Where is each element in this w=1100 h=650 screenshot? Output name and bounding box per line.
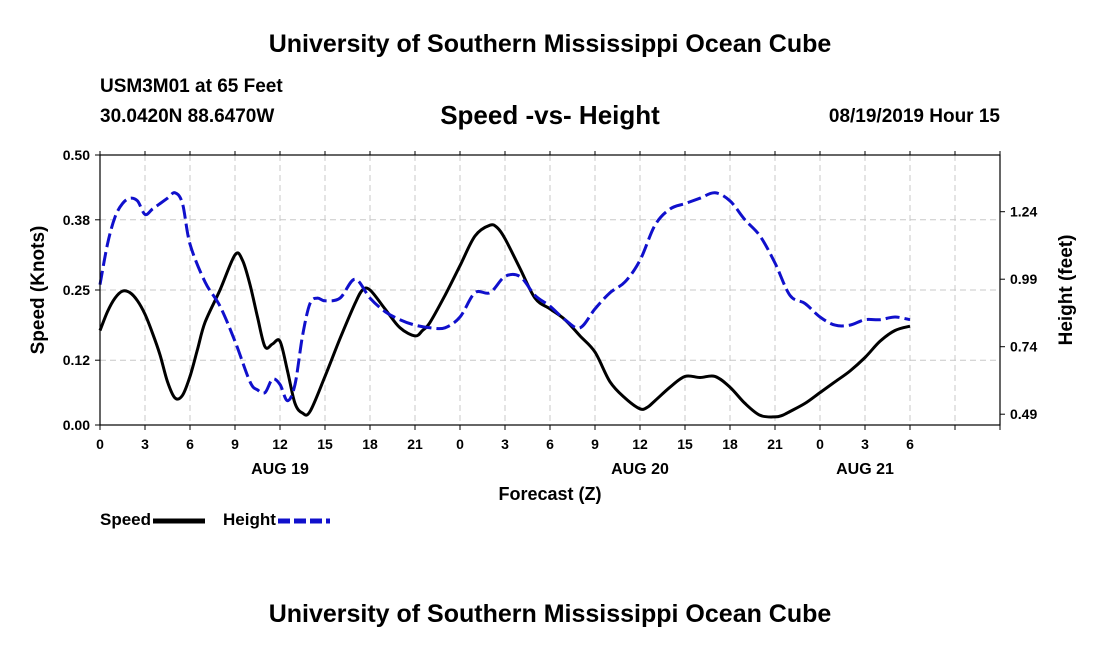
chart-title: Speed -vs- Height (440, 100, 660, 130)
x-tick-label: 12 (272, 436, 288, 452)
report-footer-title: University of Southern Mississippi Ocean… (268, 600, 832, 628)
legend-speed-label: Speed (100, 510, 152, 529)
legend-speed-swatch (153, 518, 206, 524)
x-tick-label: 9 (231, 436, 239, 452)
y-tick-label: 0.38 (63, 212, 90, 228)
legend-height-label: Height (223, 510, 276, 529)
y-tick-label: 0.12 (63, 352, 90, 368)
x-tick-label: 3 (501, 436, 509, 452)
x-tick-label: 9 (591, 436, 599, 452)
x-tick-label: 21 (407, 436, 423, 452)
grid-lines (100, 155, 1000, 425)
x-tick-label: 6 (546, 436, 554, 452)
x-tick-label: 15 (677, 436, 693, 452)
legend-height-swatch (277, 518, 330, 524)
x-tick-label: 18 (362, 436, 378, 452)
date-hour-label: 08/19/2019 Hour 15 (828, 106, 1000, 127)
legend: Speed Height (100, 510, 332, 530)
station-label: USM3M01 at 65 Feet (100, 76, 283, 97)
x-tick-label: 0 (816, 436, 824, 452)
x-tick-label: 3 (861, 436, 869, 452)
x-tick-label: 6 (906, 436, 914, 452)
x-tick-label: 21 (767, 436, 783, 452)
date-label: AUG 19 (251, 461, 309, 478)
series-group (98, 191, 911, 419)
coordinates-label: 30.0420N 88.6470W (100, 106, 275, 127)
y2-tick-label: 0.99 (1010, 271, 1037, 287)
x-tick-label: 15 (317, 436, 333, 452)
y2-tick-label: 0.49 (1010, 406, 1037, 422)
x-tick-label: 18 (722, 436, 738, 452)
y-tick-label: 0.00 (63, 417, 90, 433)
x-tick-label: 12 (632, 436, 648, 452)
y-axis-title: Speed (Knots) (28, 226, 49, 355)
date-label: AUG 21 (836, 461, 894, 478)
x-tick-label: 6 (186, 436, 194, 452)
axes-group: 0 3 6 9 12 15 18 21 0 3 6 9 12 15 18 21 0 3 6 AUG 19 AUG 20 A… (28, 147, 1077, 504)
height-series-line (98, 191, 911, 403)
y2-tick-label: 1.24 (1010, 204, 1037, 220)
y-tick-label: 0.50 (63, 147, 90, 163)
y2-axis-title: Height (feet) (1056, 235, 1077, 346)
x-tick-label: 0 (456, 436, 464, 452)
y2-tick-label: 0.74 (1010, 339, 1037, 355)
x-tick-label: 3 (141, 436, 149, 452)
x-tick-label: 0 (96, 436, 104, 452)
x-axis-title: Forecast (Z) (498, 484, 601, 504)
date-label: AUG 20 (611, 461, 669, 478)
y-tick-label: 0.25 (63, 282, 90, 298)
report-title: University of Southern Mississippi Ocean… (268, 30, 832, 58)
